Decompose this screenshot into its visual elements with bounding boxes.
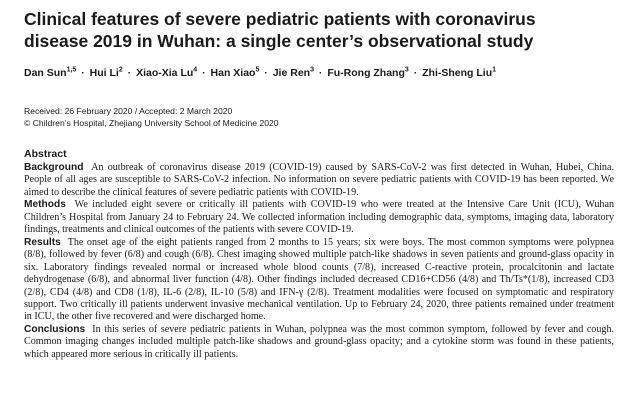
author-name: Hui Li	[89, 67, 119, 79]
author[interactable]: Han Xiao5	[210, 66, 260, 80]
article-title: Clinical features of severe pediatric pa…	[24, 9, 536, 51]
author-affiliation: 4	[193, 66, 198, 74]
section-label: Background	[24, 162, 84, 173]
author-separator: ·	[81, 67, 85, 79]
author-affiliation: 3	[310, 66, 314, 74]
abstract-methods: Methods We included eight severe or crit…	[24, 199, 614, 236]
author[interactable]: Dan Sun1,5	[24, 66, 77, 80]
section-text: In this series of severe pediatric patie…	[24, 323, 615, 360]
author-affiliation: 3	[404, 66, 409, 74]
author-name: Dan Sun	[24, 67, 67, 79]
author-separator: ·	[413, 67, 418, 79]
author-name: Xiao-Xia Lu	[136, 67, 194, 79]
article-metadata: Received: 26 February 2020 / Accepted: 2…	[24, 105, 614, 129]
abstract-heading: Abstract	[24, 148, 67, 160]
abstract-background: Background An outbreak of coronavirus di…	[24, 162, 614, 199]
author-affiliation: 2	[118, 66, 123, 74]
author-affiliation: 1	[492, 66, 497, 74]
section-text: The onset age of the eight patients rang…	[24, 236, 614, 323]
author-affiliation: 1,5	[66, 66, 77, 74]
section-label: Conclusions	[24, 323, 86, 335]
author-name: Fu-Rong Zhang	[327, 67, 405, 79]
author-separator: ·	[318, 67, 323, 79]
author-name: Zhi-Sheng Liu	[422, 67, 493, 79]
author-name: Jie Ren	[272, 67, 311, 79]
abstract: Abstract Background An outbreak of coron…	[24, 148, 614, 361]
received-accepted-dates: Received: 26 February 2020 / Accepted: 2…	[24, 106, 233, 116]
section-label: Results	[24, 236, 61, 248]
section-text: We included eight severe or critically i…	[24, 199, 615, 236]
author-list: Dan Sun1,5 · Hui Li2 · Xiao-Xia Lu4 · Ha…	[24, 66, 614, 80]
author[interactable]: Fu-Rong Zhang3	[327, 66, 409, 80]
section-text: An outbreak of coronavirus disease 2019 …	[24, 162, 614, 198]
author[interactable]: Jie Ren3	[272, 66, 314, 80]
author[interactable]: Zhi-Sheng Liu1	[422, 66, 497, 80]
author-separator: ·	[202, 67, 206, 79]
copyright-notice: © Children’s Hospital, Zhejiang Universi…	[24, 118, 279, 128]
author-separator: ·	[127, 67, 132, 79]
abstract-results: Results The onset age of the eight patie…	[24, 237, 614, 324]
author-affiliation: 5	[255, 66, 260, 74]
author[interactable]: Hui Li2	[89, 66, 123, 80]
section-label: Methods	[24, 199, 66, 211]
author-separator: ·	[264, 67, 268, 79]
abstract-conclusions: Conclusions In this series of severe ped…	[24, 324, 614, 361]
author[interactable]: Xiao-Xia Lu4	[136, 66, 198, 80]
author-name: Han Xiao	[210, 67, 256, 79]
